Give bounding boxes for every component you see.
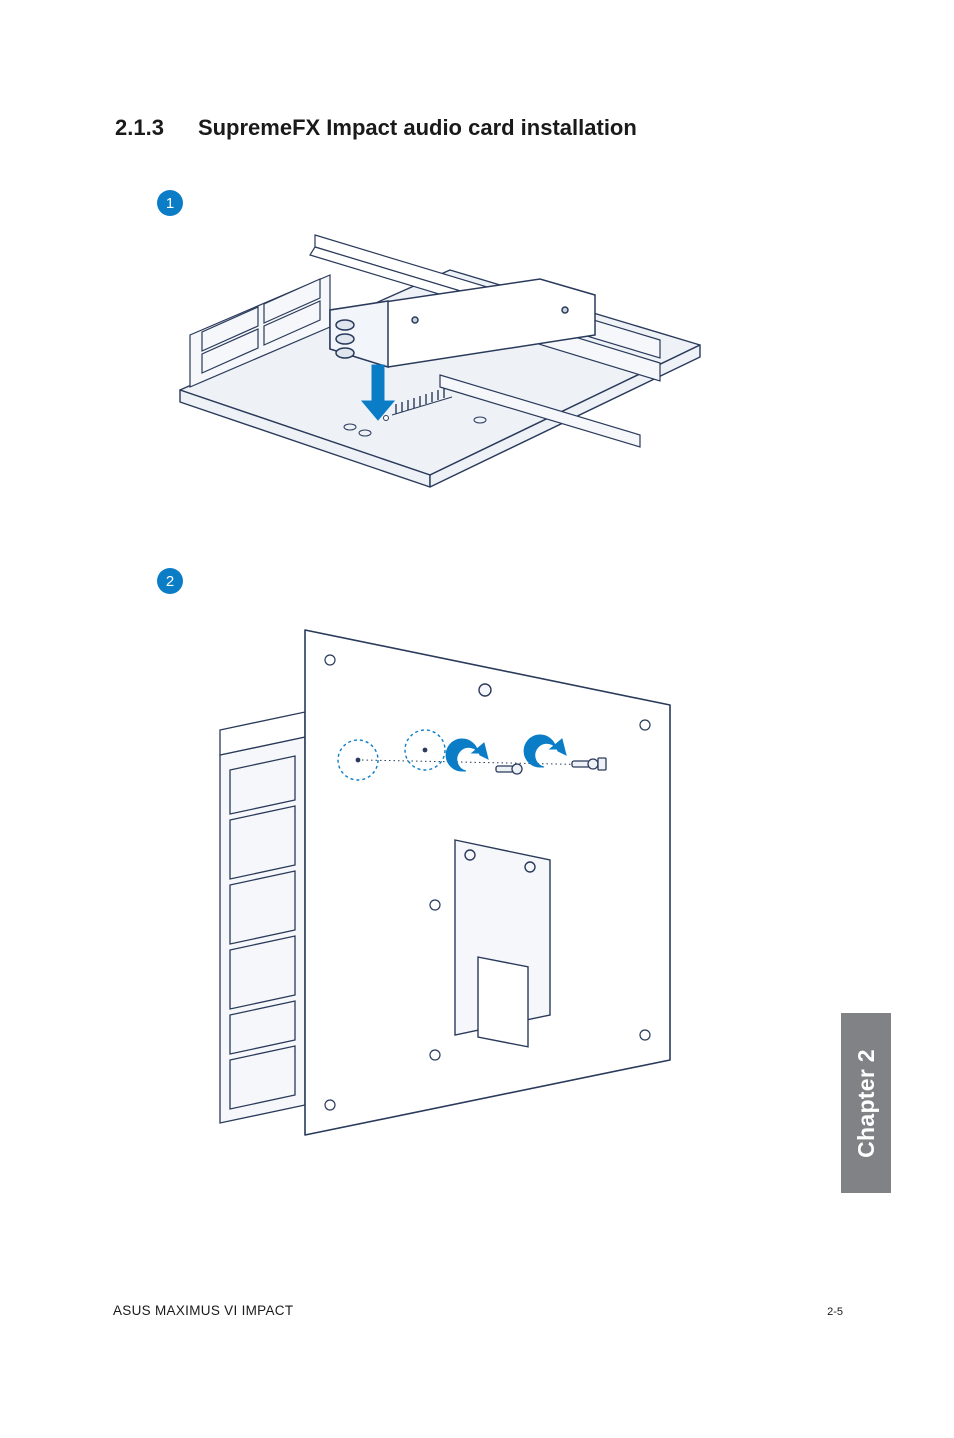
footer-page-number: 2-5 bbox=[827, 1306, 843, 1318]
step-badge-2: 2 bbox=[157, 568, 183, 594]
diagram-1-svg bbox=[140, 215, 720, 505]
page: 2.1.3 SupremeFX Impact audio card instal… bbox=[0, 0, 954, 1438]
step-badge-2-label: 2 bbox=[166, 573, 174, 590]
diagram-step-2 bbox=[210, 595, 710, 1155]
page-footer: ASUS MAXIMUS VI IMPACT 2-5 bbox=[113, 1303, 843, 1318]
step-badge-1: 1 bbox=[157, 190, 183, 216]
section-heading: 2.1.3 SupremeFX Impact audio card instal… bbox=[115, 115, 637, 141]
diagram-step-1 bbox=[140, 215, 720, 505]
step-badge-1-label: 1 bbox=[166, 195, 174, 212]
chapter-tab-label: Chapter 2 bbox=[853, 1049, 880, 1158]
diagram-2-svg bbox=[210, 595, 710, 1155]
section-number: 2.1.3 bbox=[115, 115, 164, 141]
section-title: SupremeFX Impact audio card installation bbox=[198, 115, 637, 141]
chapter-tab: Chapter 2 bbox=[841, 1013, 891, 1193]
footer-product-name: ASUS MAXIMUS VI IMPACT bbox=[113, 1303, 293, 1318]
